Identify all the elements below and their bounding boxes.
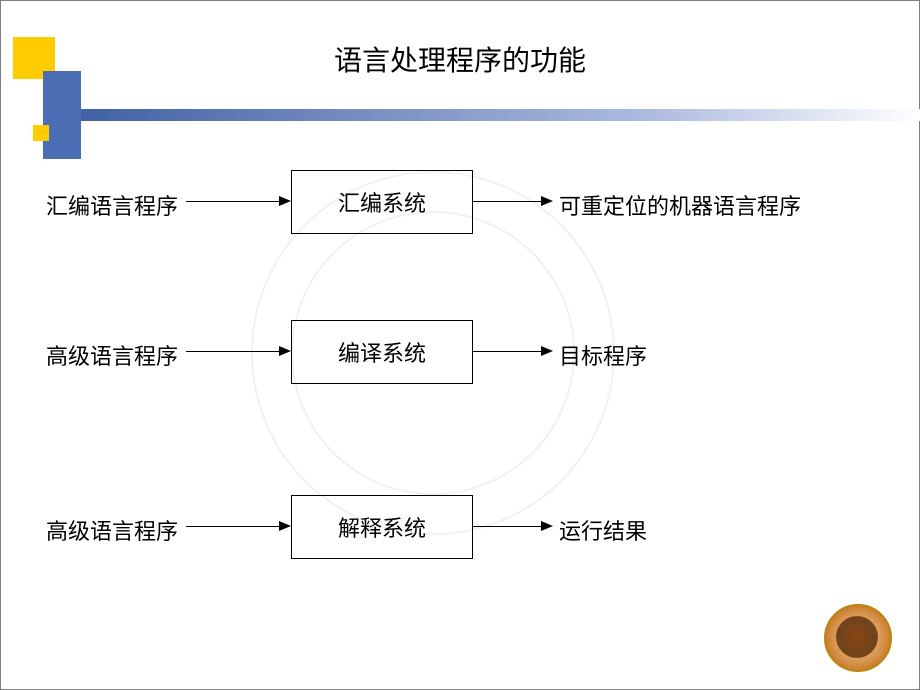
row3-arrow-out [473,526,541,527]
decor-small-yellow [33,125,49,141]
row1-arrow-in [186,201,281,202]
row1-arrow-in-head [279,196,291,206]
row3-process-box: 解释系统 [291,495,473,559]
row3-arrow-out-head [541,521,553,531]
decor-gradient-bar [43,109,920,121]
row3-box-label: 解释系统 [338,511,426,543]
row2-input-label: 高级语言程序 [46,339,178,371]
row2-arrow-in-head [279,346,291,356]
slide-title: 语言处理程序的功能 [1,39,919,79]
row3-arrow-in [186,526,281,527]
row1-arrow-out [473,201,541,202]
row2-arrow-in [186,351,281,352]
row2-output-label: 目标程序 [559,339,647,371]
row1-output-label: 可重定位的机器语言程序 [559,189,801,221]
row1-box-label: 汇编系统 [338,186,426,218]
row2-box-label: 编译系统 [338,336,426,368]
row2-process-box: 编译系统 [291,320,473,384]
row2-arrow-out [473,351,541,352]
row1-input-label: 汇编语言程序 [46,189,178,221]
row3-arrow-in-head [279,521,291,531]
decor-blue-square [43,71,81,159]
row3-input-label: 高级语言程序 [46,514,178,546]
row2-arrow-out-head [541,346,553,356]
seal-inner-icon [836,616,878,658]
row1-arrow-out-head [541,196,553,206]
slide: 语言处理程序的功能 汇编语言程序 汇编系统 可重定位的机器语言程序 高级语言程序… [0,0,920,690]
row3-output-label: 运行结果 [559,514,647,546]
row1-process-box: 汇编系统 [291,170,473,234]
